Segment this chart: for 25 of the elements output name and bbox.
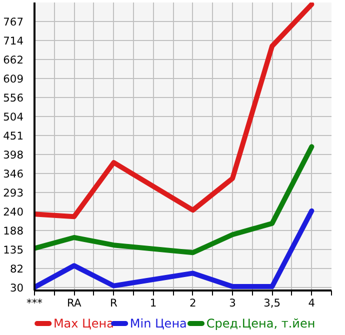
x-tick-label: *** <box>26 296 44 310</box>
y-tick-label: 346 <box>3 167 24 180</box>
legend-label: Min Цена <box>130 316 187 330</box>
x-tick-label: R <box>110 296 118 310</box>
y-tick-label: 293 <box>3 186 24 200</box>
y-tick-label: 188 <box>3 224 24 238</box>
y-tick-label: 609 <box>3 72 24 86</box>
x-tick-label: 1 <box>150 296 157 310</box>
y-tick-label: 504 <box>3 110 24 124</box>
y-tick-label: 240 <box>3 206 24 219</box>
y-tick-label: 556 <box>3 92 24 105</box>
x-tick-label: 2 <box>190 296 196 310</box>
y-tick-label: 82 <box>10 262 24 276</box>
y-tick-label: 30 <box>10 281 24 294</box>
x-tick-label: RA <box>66 296 82 310</box>
y-tick-label: 398 <box>3 148 24 162</box>
y-tick-label: 767 <box>3 16 24 29</box>
y-tick-label: 714 <box>3 34 24 48</box>
x-tick-label: 3 <box>229 296 236 310</box>
y-tick-label: 135 <box>3 243 24 256</box>
x-tick-label: 4 <box>308 296 316 310</box>
y-tick-label: 451 <box>3 130 24 143</box>
y-tick-label: 662 <box>3 53 24 66</box>
legend-label: Сред.Цена, т.йен <box>206 316 316 330</box>
x-tick-label: 3,5 <box>264 296 281 310</box>
